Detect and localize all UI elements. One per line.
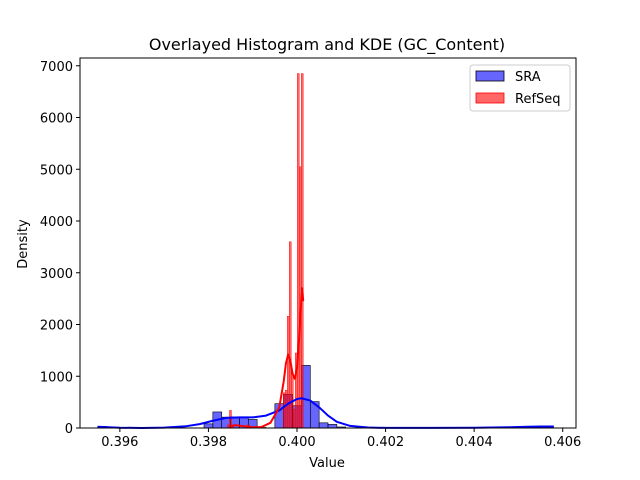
y-tick-label: 3000 bbox=[40, 267, 73, 282]
x-axis-label: Value bbox=[309, 456, 345, 471]
x-tick-label: 0.400 bbox=[278, 435, 315, 450]
x-tick-label: 0.404 bbox=[456, 435, 493, 450]
refseq-kde-line bbox=[230, 287, 305, 429]
y-tick-label: 2000 bbox=[40, 319, 73, 334]
refseq-histogram-bar bbox=[285, 390, 288, 429]
sra-legend-label: SRA bbox=[515, 70, 541, 85]
y-tick-label: 5000 bbox=[40, 163, 73, 178]
y-tick-label: 1000 bbox=[40, 370, 73, 385]
legend: SRA RefSeq bbox=[469, 64, 571, 112]
x-tick-label: 0.396 bbox=[101, 435, 138, 450]
sra-histogram-bar bbox=[327, 424, 338, 429]
chart-title: Overlayed Histogram and KDE (GC_Content) bbox=[149, 35, 505, 55]
refseq-histogram-bar bbox=[301, 73, 304, 429]
y-tick-label: 7000 bbox=[40, 60, 73, 75]
x-tick-label: 0.398 bbox=[190, 435, 227, 450]
y-tick-label: 0 bbox=[65, 422, 73, 437]
refseq-legend-label: RefSeq bbox=[515, 92, 561, 107]
x-tick-label: 0.402 bbox=[367, 435, 404, 450]
refseq-legend-swatch bbox=[475, 92, 505, 104]
refseq-histogram-bar bbox=[287, 316, 290, 429]
refseq-histogram-bar bbox=[297, 73, 300, 429]
refseq-histogram-bar bbox=[283, 392, 286, 429]
refseq-histogram-bar bbox=[293, 409, 296, 429]
y-tick-label: 4000 bbox=[40, 215, 73, 230]
axis-ticks: 0.396 0.398 0.400 0.402 0.404 0.406 0 1000 2000 3… bbox=[40, 60, 581, 450]
axes-frame bbox=[79, 57, 577, 429]
y-tick-label: 6000 bbox=[40, 112, 73, 127]
y-axis-label: Density bbox=[16, 219, 31, 269]
sra-histogram-bar bbox=[318, 422, 329, 429]
sra-histogram-bar bbox=[203, 423, 214, 429]
refseq-histogram-bar bbox=[289, 241, 292, 429]
x-tick-label: 0.406 bbox=[544, 435, 581, 450]
sra-legend-swatch bbox=[475, 70, 505, 82]
